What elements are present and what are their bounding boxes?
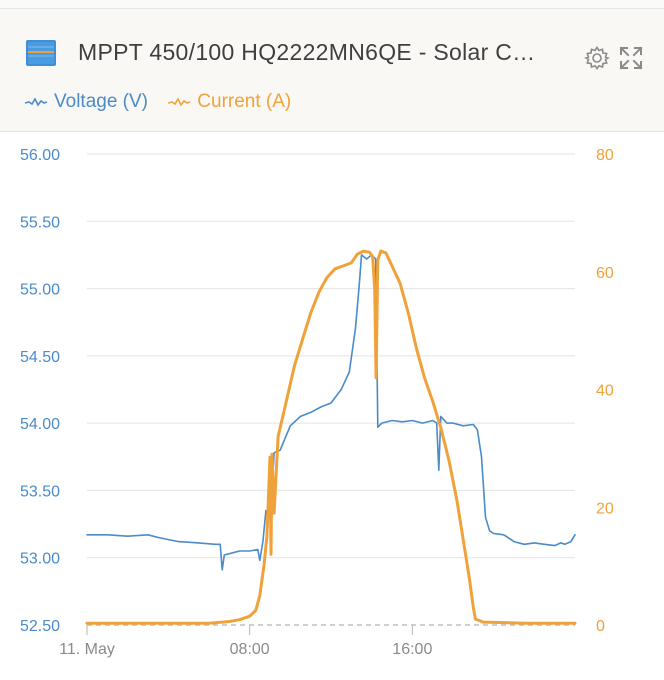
- x-tick-label: 08:00: [230, 641, 270, 658]
- widget-header: MPPT 450/100 HQ2222MN6QE - Solar C… Volt…: [0, 9, 664, 132]
- left-tick-label: 55.50: [20, 214, 60, 231]
- expand-icon[interactable]: [618, 45, 644, 71]
- left-tick-label: 53.00: [20, 551, 60, 568]
- left-axis-ticks: 52.50 53.00 53.50 54.00 54.50 55.00 55.50 56.00: [20, 147, 60, 635]
- current-line-icon: [168, 97, 191, 107]
- right-tick-label: 40: [596, 383, 614, 400]
- top-strip: [0, 0, 664, 9]
- right-tick-label: 80: [596, 147, 614, 164]
- legend-voltage-label: Voltage (V): [54, 91, 148, 112]
- voltage-current-chart: 52.50 53.00 53.50 54.00 54.50 55.00 55.50 56.00…: [20, 147, 614, 658]
- right-tick-label: 20: [596, 500, 614, 517]
- left-tick-label: 54.50: [20, 349, 60, 366]
- right-tick-label: 60: [596, 265, 614, 282]
- left-tick-label: 55.00: [20, 282, 60, 299]
- x-tick-label: 11. May: [59, 641, 115, 658]
- right-tick-label: 0: [596, 618, 605, 635]
- legend-current-label: Current (A): [197, 91, 292, 112]
- legend-current[interactable]: Current (A): [167, 91, 291, 113]
- gear-icon[interactable]: [584, 45, 610, 71]
- left-tick-label: 54.00: [20, 416, 60, 433]
- left-tick-label: 56.00: [20, 147, 60, 164]
- widget-title: MPPT 450/100 HQ2222MN6QE - Solar C…: [78, 39, 536, 65]
- voltage-line-icon: [24, 97, 48, 107]
- x-axis-ticks: 11. May 08:00 16:00: [59, 625, 432, 658]
- chart-grid: [87, 153, 575, 626]
- voltage-series-line: [86, 254, 576, 571]
- current-series-line: [85, 249, 577, 625]
- series-layer: [85, 249, 577, 625]
- x-tick-label: 16:00: [392, 641, 432, 658]
- left-tick-label: 52.50: [20, 618, 60, 635]
- solar-charger-icon: [26, 39, 56, 67]
- chart-legend: Voltage (V) Current (A): [24, 91, 305, 114]
- left-tick-label: 53.50: [20, 483, 60, 500]
- legend-voltage[interactable]: Voltage (V): [24, 91, 148, 113]
- right-axis-ticks: 0 20 40 60 80: [596, 147, 614, 635]
